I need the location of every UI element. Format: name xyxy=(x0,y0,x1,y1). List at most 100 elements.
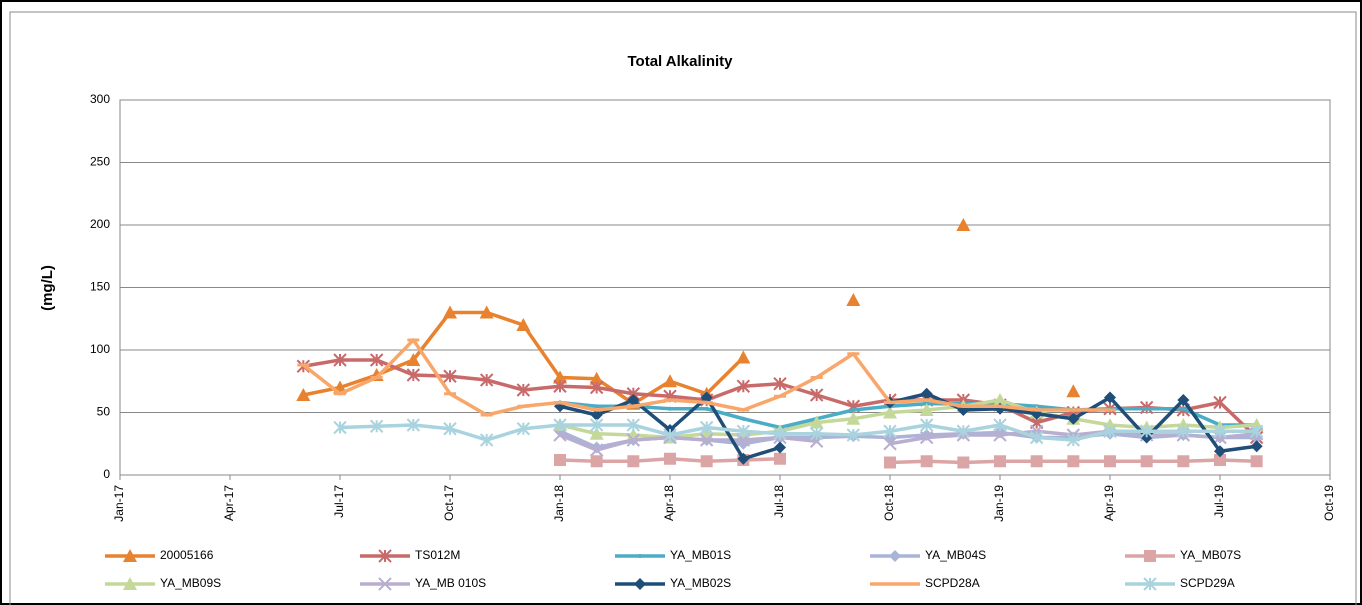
legend-label: YA_MB09S xyxy=(160,576,221,590)
chart-title: Total Alkalinity xyxy=(627,53,733,70)
data-point xyxy=(479,305,494,319)
x-tick-label: Jul-17 xyxy=(332,485,346,518)
data-point xyxy=(590,409,603,421)
data-point xyxy=(736,350,751,364)
x-tick-label: Oct-18 xyxy=(882,485,896,521)
data-point xyxy=(1213,424,1227,438)
legend-marker xyxy=(634,578,646,590)
data-point xyxy=(736,424,751,438)
data-point xyxy=(589,380,604,395)
data-point xyxy=(369,353,384,367)
x-tick-label: Jul-18 xyxy=(772,485,786,518)
y-axis-label: (mg/L) xyxy=(39,265,56,311)
y-tick-label: 200 xyxy=(90,217,110,231)
data-point xyxy=(1103,424,1117,438)
data-point xyxy=(883,424,897,438)
legend-label: YA_MB01S xyxy=(670,548,731,562)
series-line xyxy=(339,423,1257,442)
data-point xyxy=(516,318,531,331)
data-point xyxy=(883,405,897,419)
data-point xyxy=(1139,424,1154,438)
data-point xyxy=(957,456,970,469)
data-point xyxy=(773,377,787,391)
data-point xyxy=(668,406,672,411)
data-point xyxy=(589,371,604,385)
legend-marker xyxy=(1144,550,1156,562)
data-point xyxy=(1177,455,1190,468)
x-tick-label: Jan-18 xyxy=(552,485,566,522)
data-point xyxy=(846,293,861,306)
data-point xyxy=(1030,455,1043,468)
series-line xyxy=(559,400,1257,430)
y-tick-label: 50 xyxy=(97,405,111,419)
data-point xyxy=(1066,384,1081,398)
legend-label: YA_MB04S xyxy=(925,548,986,562)
data-point xyxy=(1067,412,1080,425)
data-point xyxy=(589,443,604,457)
data-point xyxy=(700,391,713,404)
data-point xyxy=(626,433,641,447)
legend-label: YA_MB07S xyxy=(1180,548,1241,562)
data-point xyxy=(1067,455,1080,468)
legend-marker xyxy=(638,554,642,558)
data-point xyxy=(443,369,457,383)
data-point xyxy=(406,353,421,366)
data-point xyxy=(479,433,494,447)
data-point xyxy=(1249,424,1264,438)
x-tick-label: Jan-19 xyxy=(992,485,1006,522)
data-point xyxy=(1250,455,1263,468)
data-point xyxy=(993,418,1007,432)
data-point xyxy=(699,433,714,447)
legend-marker xyxy=(889,550,901,562)
x-tick-label: Jul-19 xyxy=(1212,485,1226,518)
data-point xyxy=(994,455,1006,468)
data-point xyxy=(1104,455,1116,468)
data-point xyxy=(516,383,531,397)
data-point xyxy=(553,418,567,432)
data-point xyxy=(553,370,567,384)
data-point xyxy=(993,428,1007,442)
data-point xyxy=(699,420,714,435)
data-point xyxy=(700,455,713,468)
legend-label: SCPD29A xyxy=(1180,576,1235,590)
data-point xyxy=(1213,395,1227,410)
y-tick-label: 100 xyxy=(90,342,110,356)
legend-label: 20005166 xyxy=(160,548,214,562)
data-point xyxy=(704,406,709,411)
data-point xyxy=(333,353,347,367)
data-point xyxy=(627,455,640,468)
x-tick-label: Apr-17 xyxy=(222,485,236,521)
data-point xyxy=(589,418,604,432)
legend-marker xyxy=(378,549,392,563)
chart-frame xyxy=(9,11,1357,605)
data-point xyxy=(919,403,934,416)
data-point xyxy=(956,218,971,231)
data-point xyxy=(741,416,746,421)
data-point xyxy=(664,452,676,465)
data-point xyxy=(773,427,787,441)
data-point xyxy=(443,305,457,319)
data-point xyxy=(920,387,933,400)
legend-label: TS012M xyxy=(415,548,460,562)
data-point xyxy=(1250,440,1263,453)
legend-marker xyxy=(123,549,137,562)
data-point xyxy=(626,418,641,432)
data-point xyxy=(369,419,384,433)
y-tick-label: 250 xyxy=(90,155,110,169)
data-point xyxy=(589,426,604,440)
data-point xyxy=(809,427,824,441)
x-tick-label: Apr-18 xyxy=(662,485,676,521)
data-point xyxy=(1144,406,1149,411)
data-point xyxy=(809,415,824,429)
y-tick-label: 0 xyxy=(103,467,110,481)
data-point xyxy=(851,408,856,412)
y-tick-label: 150 xyxy=(90,280,110,294)
legend-label: YA_MB 010S xyxy=(415,576,486,590)
data-point xyxy=(1104,391,1116,404)
legend-marker xyxy=(1143,577,1157,591)
legend-label: YA_MB02S xyxy=(670,576,731,590)
legend-label: SCPD28A xyxy=(925,576,980,590)
data-point xyxy=(553,428,567,442)
data-point xyxy=(846,411,861,425)
